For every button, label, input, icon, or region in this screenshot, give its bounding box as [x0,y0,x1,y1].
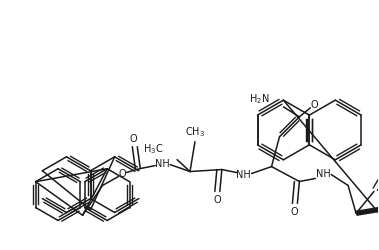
Text: NH: NH [155,158,169,168]
Text: NH: NH [236,170,251,179]
Text: CH$_3$: CH$_3$ [185,125,205,139]
Text: O: O [291,207,298,217]
Text: O: O [310,100,318,110]
Text: NH: NH [316,168,330,178]
Text: O: O [130,134,137,144]
Text: H$_2$N: H$_2$N [249,92,269,106]
Text: O: O [213,196,221,205]
Text: O: O [119,168,126,178]
Text: H$_3$C: H$_3$C [143,142,163,156]
